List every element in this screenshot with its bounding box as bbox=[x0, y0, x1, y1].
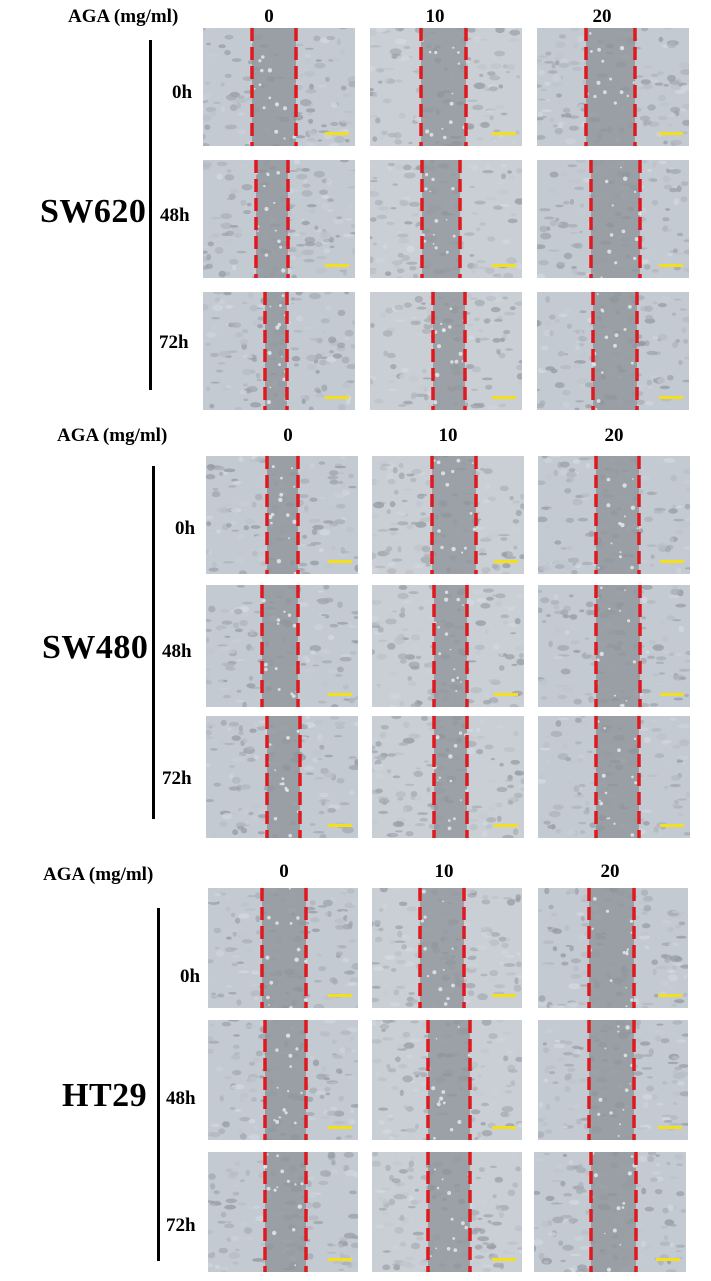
scale-bar bbox=[325, 132, 349, 135]
micrograph-ht29-48h-dose-0 bbox=[208, 1020, 358, 1140]
scale-bar bbox=[328, 693, 352, 696]
micrograph-sw480-0h-dose-20 bbox=[538, 456, 690, 574]
time-label-48h: 48h bbox=[160, 205, 190, 226]
bracket-line bbox=[149, 40, 152, 390]
micrograph-sw620-48h-dose-20 bbox=[537, 160, 689, 278]
micrograph-ht29-72h-dose-10 bbox=[372, 1152, 522, 1272]
scale-bar bbox=[492, 396, 516, 399]
cell-line-label: SW480 bbox=[42, 629, 149, 666]
micrograph-ht29-0h-dose-20 bbox=[538, 888, 688, 1008]
scale-bar bbox=[658, 1126, 682, 1129]
scale-bar bbox=[659, 264, 683, 267]
micrograph-sw620-48h-dose-10 bbox=[370, 160, 522, 278]
dose-label-0: 0 bbox=[283, 425, 293, 446]
time-label-0h: 0h bbox=[172, 82, 193, 103]
micrograph-sw620-48h-dose-0 bbox=[203, 160, 355, 278]
micrograph-sw620-72h-dose-0 bbox=[203, 292, 355, 410]
micrograph-ht29-48h-dose-10 bbox=[372, 1020, 522, 1140]
cell-line-label: SW620 bbox=[40, 193, 147, 230]
scale-bar bbox=[660, 824, 684, 827]
scale-bar bbox=[325, 264, 349, 267]
scale-bar bbox=[492, 994, 516, 997]
micrograph-sw620-0h-dose-20 bbox=[537, 28, 689, 146]
micrograph-sw480-0h-dose-0 bbox=[206, 456, 358, 574]
scale-bar bbox=[492, 264, 516, 267]
micrograph-sw480-72h-dose-20 bbox=[538, 716, 690, 838]
scale-bar bbox=[492, 132, 516, 135]
scale-bar bbox=[328, 1126, 352, 1129]
scale-bar bbox=[659, 132, 683, 135]
time-label-72h: 72h bbox=[162, 768, 192, 789]
micrograph-sw480-48h-dose-10 bbox=[372, 585, 524, 707]
treatment-header: AGA (mg/ml) bbox=[68, 6, 179, 27]
bracket-line bbox=[152, 466, 155, 819]
time-label-0h: 0h bbox=[175, 518, 196, 539]
dose-label-10: 10 bbox=[438, 425, 458, 446]
dose-label-10: 10 bbox=[434, 861, 454, 882]
scale-bar bbox=[494, 824, 518, 827]
scale-bar bbox=[325, 396, 349, 399]
micrograph-sw620-72h-dose-20 bbox=[537, 292, 689, 410]
cell-line-label: HT29 bbox=[62, 1077, 148, 1114]
time-label-48h: 48h bbox=[162, 641, 192, 662]
panel-sw620: AGA (mg/ml) 0 10 20 SW620 0h 48h 72h bbox=[0, 0, 711, 420]
dose-label-0: 0 bbox=[264, 6, 274, 27]
scale-bar bbox=[660, 693, 684, 696]
micrograph-sw480-72h-dose-10 bbox=[372, 716, 524, 838]
micrograph-ht29-0h-dose-0 bbox=[208, 888, 358, 1008]
scale-bar bbox=[494, 693, 518, 696]
micrograph-sw480-72h-dose-0 bbox=[206, 716, 358, 838]
bracket-line bbox=[157, 908, 160, 1261]
micrograph-ht29-0h-dose-10 bbox=[372, 888, 522, 1008]
dose-label-10: 10 bbox=[425, 6, 445, 27]
time-label-48h: 48h bbox=[166, 1088, 196, 1109]
micrograph-ht29-48h-dose-20 bbox=[538, 1020, 688, 1140]
treatment-header: AGA (mg/ml) bbox=[43, 864, 154, 885]
scale-bar bbox=[492, 1258, 516, 1261]
scale-bar bbox=[328, 1258, 352, 1261]
micrograph-sw480-48h-dose-0 bbox=[206, 585, 358, 707]
scale-bar bbox=[328, 560, 352, 563]
time-label-72h: 72h bbox=[166, 1215, 196, 1236]
micrograph-sw480-0h-dose-10 bbox=[372, 456, 524, 574]
treatment-header: AGA (mg/ml) bbox=[57, 425, 168, 446]
scale-bar bbox=[658, 994, 682, 997]
scale-bar bbox=[656, 1258, 680, 1261]
micrograph-sw620-72h-dose-10 bbox=[370, 292, 522, 410]
scale-bar bbox=[494, 560, 518, 563]
micrograph-ht29-72h-dose-20 bbox=[534, 1152, 686, 1272]
micrograph-ht29-72h-dose-0 bbox=[208, 1152, 358, 1272]
scale-bar bbox=[492, 1126, 516, 1129]
scale-bar bbox=[659, 396, 683, 399]
dose-label-20: 20 bbox=[600, 861, 620, 882]
scale-bar bbox=[328, 994, 352, 997]
time-label-72h: 72h bbox=[159, 332, 189, 353]
dose-label-0: 0 bbox=[279, 861, 289, 882]
dose-label-20: 20 bbox=[592, 6, 612, 27]
micrograph-sw480-48h-dose-20 bbox=[538, 585, 690, 707]
micrograph-sw620-0h-dose-10 bbox=[370, 28, 522, 146]
panel-sw480: AGA (mg/ml) 0 10 20 SW480 0h 48h 72h bbox=[42, 425, 624, 819]
time-label-0h: 0h bbox=[180, 966, 201, 987]
dose-label-20: 20 bbox=[604, 425, 624, 446]
scale-bar bbox=[328, 824, 352, 827]
micrograph-sw620-0h-dose-0 bbox=[203, 28, 355, 146]
scale-bar bbox=[660, 560, 684, 563]
